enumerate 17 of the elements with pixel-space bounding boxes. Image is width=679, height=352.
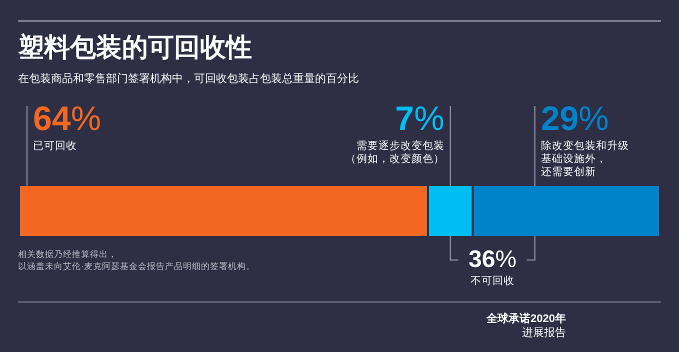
chart-subtitle: 在包装商品和零售部门签署机构中，可回收包装占包装总重量的百分比 [18, 72, 359, 85]
text: 以涵盖未向艾伦·麦克阿瑟基金会报告产品明细的签署机构。 [18, 261, 255, 271]
chart-title: 塑料包装的可回收性 [17, 32, 252, 62]
text: （例如，改变颜色） [345, 152, 444, 165]
text: 不可回收 [470, 275, 515, 287]
text: 全球承诺2020年 [486, 312, 566, 325]
data-label: 29% [540, 100, 609, 138]
text: 进展报告 [522, 326, 566, 339]
text: 36% [468, 246, 517, 273]
text: 还需要创新 [540, 165, 596, 178]
text: 除改变包装和升级 [540, 139, 629, 152]
text: 需要逐步改变包装 [356, 139, 444, 152]
data-label: 64% [33, 100, 102, 138]
text: 基础设施外， [540, 152, 607, 165]
text: 已可回收 [33, 140, 77, 152]
data-label: 7% [395, 100, 444, 138]
text: 相关数据乃经推算得出， [18, 249, 117, 259]
